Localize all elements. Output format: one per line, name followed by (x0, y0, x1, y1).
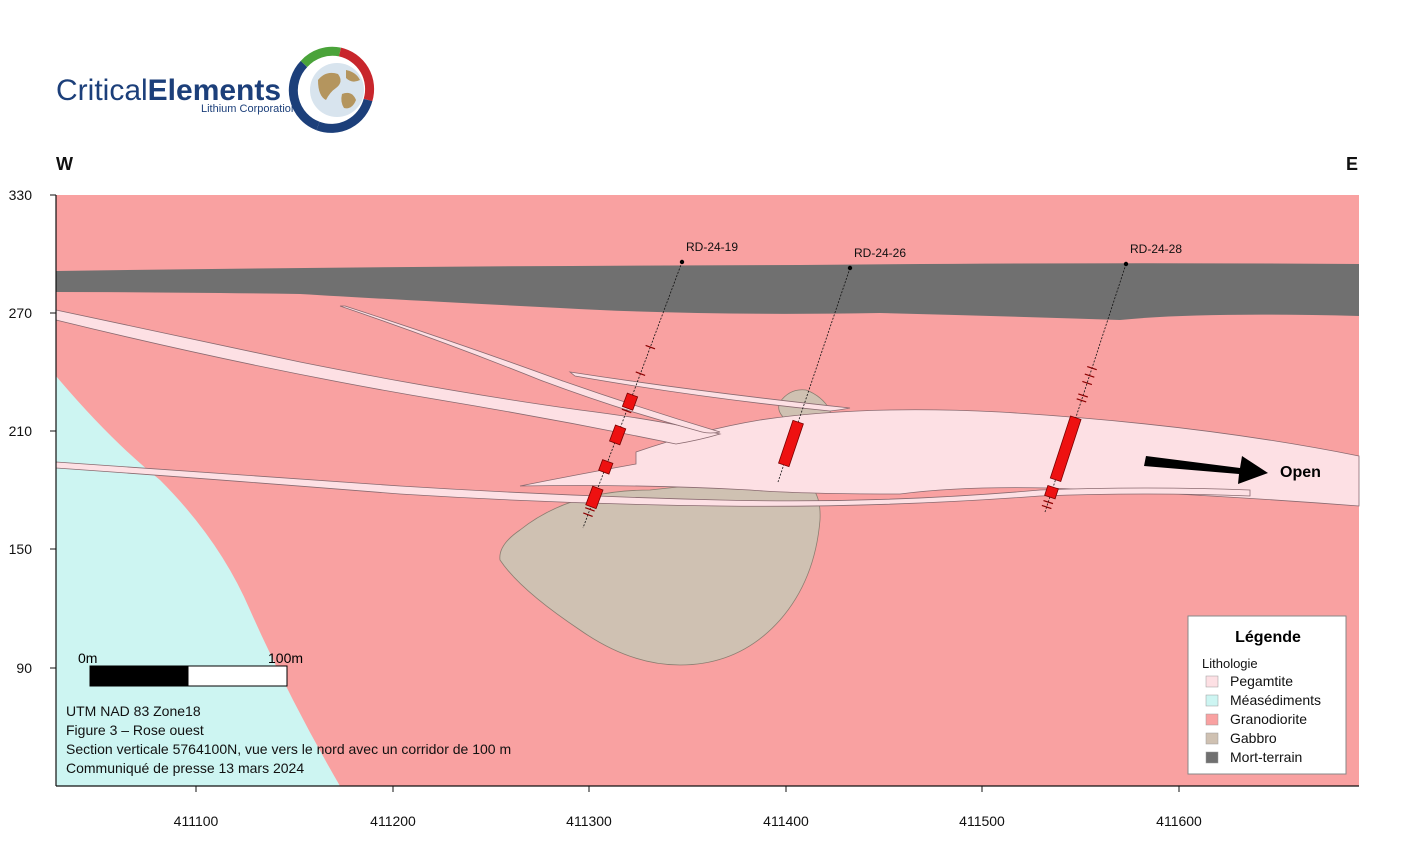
west-label: W (56, 154, 73, 174)
elevation-tick-label: 150 (9, 541, 33, 557)
legend: Légende Lithologie Pegamtite Méasédiments… (1187, 615, 1347, 775)
pegmatite-intercept (621, 392, 639, 411)
pegmatite-intercept (598, 459, 614, 475)
easting-axis: 411100 411200 411300 411400 411500 411600 (174, 786, 1202, 829)
drillhole-collar (1123, 261, 1129, 267)
legend-label: Méasédiments (1230, 692, 1321, 708)
legend-items: Pegamtite Méasédiments Granodiorite Gabbro M… (1205, 673, 1321, 765)
legend-item: Gabbro (1205, 730, 1277, 746)
pegmatite-upper-dyke (55, 309, 722, 445)
overburden-unit (56, 263, 1359, 320)
legend-swatch (1205, 713, 1219, 726)
sample-tick (1043, 499, 1054, 505)
caption-line-4: Communiqué de presse 13 mars 2024 (66, 760, 304, 776)
elevation-tick-label: 210 (9, 423, 33, 439)
legend-subtitle: Lithologie (1202, 656, 1258, 671)
pegmatite-intercept (1044, 484, 1059, 500)
legend-item: Mort-terrain (1205, 749, 1302, 765)
svg-text:CriticalElements: CriticalElements (56, 74, 281, 107)
sample-tick (1078, 393, 1089, 398)
pegmatite-lower-dyke (55, 461, 1251, 507)
scale-bar: 0m 100m (78, 650, 303, 687)
easting-tick-label: 411400 (763, 813, 809, 829)
drillhole-RD-24-19: RD-24-19 (582, 240, 738, 529)
elevation-tick-label: 330 (9, 187, 33, 203)
scale-bar-white-segment (187, 665, 288, 687)
legend-label: Pegamtite (1230, 673, 1293, 689)
pegmatite-thin-dyke (339, 305, 721, 434)
globe-icon (288, 46, 375, 133)
drillhole-RD-24-28: RD-24-28 (1041, 242, 1182, 513)
drillhole-trace (777, 267, 851, 483)
easting-tick-label: 411100 (174, 813, 219, 829)
caption-line-3: Section verticale 5764100N, vue vers le … (66, 741, 511, 757)
logo-word-critical: Critical (56, 74, 148, 107)
section-body (55, 195, 1360, 786)
east-label: E (1346, 154, 1358, 174)
company-logo: CriticalElements Lithium Corporation (56, 46, 375, 133)
elevation-tick-label: 90 (16, 660, 32, 676)
pegmatite-splay-dyke (568, 371, 851, 412)
right-arrow-icon (1144, 456, 1268, 484)
open-direction-arrow: Open (1144, 456, 1321, 484)
sample-tick (1041, 504, 1052, 510)
drillhole-label: RD-24-26 (854, 246, 906, 260)
scale-bar-end-label: 100m (268, 650, 303, 666)
sample-tick (585, 507, 595, 512)
legend-item: Pegamtite (1205, 673, 1293, 689)
elevation-tick-label: 270 (9, 305, 33, 321)
legend-item: Granodiorite (1205, 711, 1307, 727)
easting-tick-label: 411200 (370, 813, 416, 829)
easting-tick-label: 411500 (959, 813, 1005, 829)
scale-bar-start-label: 0m (78, 650, 97, 666)
legend-swatch (1205, 751, 1219, 764)
legend-swatch (1205, 694, 1219, 707)
figure-caption: UTM NAD 83 Zone18 Figure 3 – Rose ouest … (66, 703, 511, 776)
legend-label: Mort-terrain (1230, 749, 1302, 765)
logo-subtitle: Lithium Corporation (201, 103, 297, 115)
caption-line-2: Figure 3 – Rose ouest (66, 722, 204, 738)
pegmatite-dykes (55, 305, 1360, 507)
legend-title: Légende (1235, 629, 1301, 646)
drillhole-collar (679, 259, 685, 265)
sample-tick (1087, 366, 1097, 371)
open-label: Open (1280, 464, 1321, 481)
legend-label: Gabbro (1230, 730, 1277, 746)
pegmatite-intercept (778, 419, 804, 468)
sample-tick (1082, 380, 1093, 386)
drillholes: RD-24-19 RD-24-26 RD-24-28 (582, 240, 1182, 529)
easting-tick-label: 411300 (566, 813, 612, 829)
legend-label: Granodiorite (1230, 711, 1307, 727)
sample-tick (583, 512, 593, 518)
pegmatite-intercept (1049, 415, 1082, 482)
drillhole-label: RD-24-19 (686, 240, 738, 254)
caption-line-1: UTM NAD 83 Zone18 (66, 703, 201, 719)
drillhole-RD-24-26: RD-24-26 (777, 246, 906, 483)
sample-tick (621, 408, 632, 414)
elevation-axis: 330 270 210 150 90 (9, 187, 56, 676)
scale-bar-black-segment (89, 665, 189, 687)
drillhole-collar (847, 265, 853, 271)
sample-tick (1076, 398, 1087, 403)
pegmatite-intercept (609, 424, 627, 446)
sample-tick (645, 344, 656, 350)
legend-item: Méasédiments (1205, 692, 1321, 708)
sample-tick (1084, 373, 1095, 378)
pegmatite-intercept (585, 485, 604, 510)
legend-swatch (1205, 675, 1219, 688)
sample-tick (635, 371, 646, 377)
logo-word-elements: Elements (148, 74, 281, 107)
legend-swatch (1205, 732, 1219, 745)
easting-tick-label: 411600 (1156, 813, 1202, 829)
drillhole-label: RD-24-28 (1130, 242, 1182, 256)
